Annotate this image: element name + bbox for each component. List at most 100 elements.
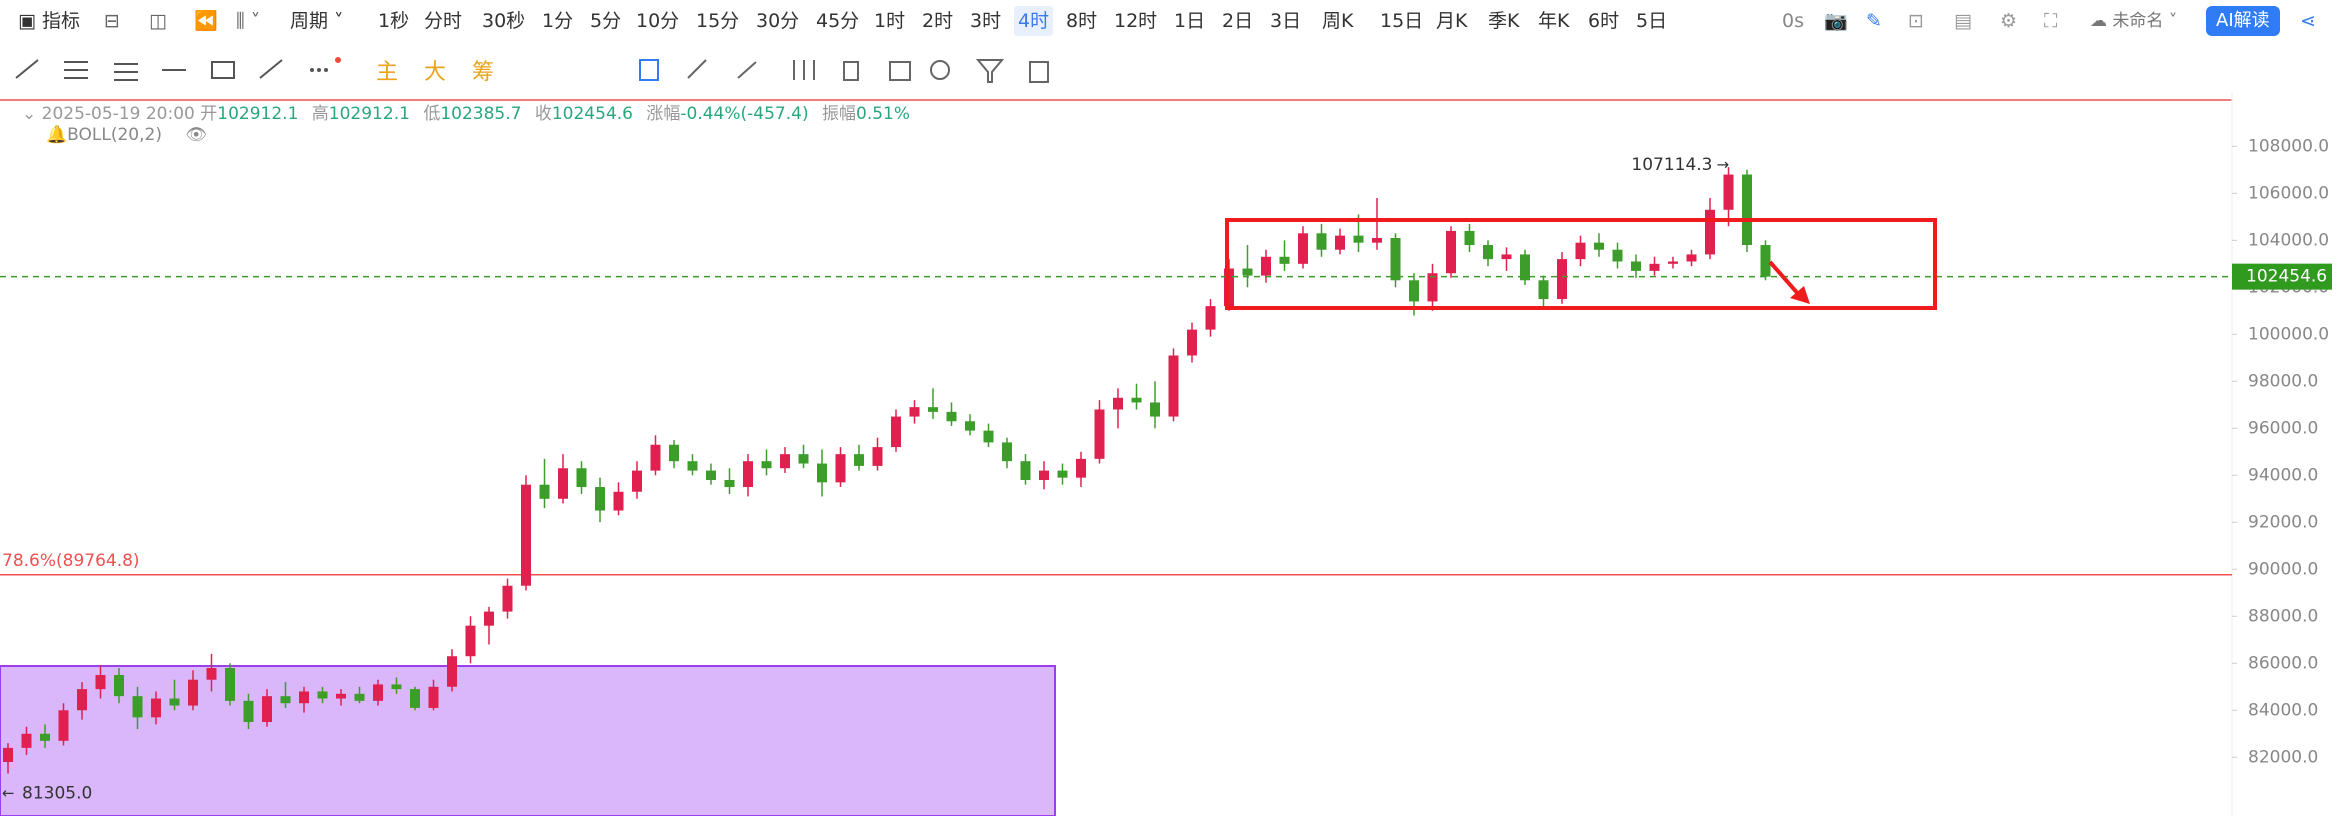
candle-body xyxy=(909,407,920,417)
interval-button[interactable]: 2时 xyxy=(922,10,954,32)
interval-button[interactable]: 月K xyxy=(1436,10,1468,32)
interval-button[interactable]: 1分 xyxy=(542,10,574,32)
candle-body xyxy=(1723,174,1734,210)
interval-button[interactable]: 4时 xyxy=(1014,6,1054,36)
candle-body xyxy=(1686,254,1697,262)
fib-label: 78.6%(89764.8) xyxy=(2,551,140,571)
interval-button[interactable]: 1日 xyxy=(1174,10,1206,32)
interval-button[interactable]: 15日 xyxy=(1380,10,1424,32)
interval-button[interactable]: 5日 xyxy=(1636,10,1668,32)
icon[interactable]: ⊟ xyxy=(104,10,120,32)
candle-body xyxy=(1020,461,1031,480)
interval-button[interactable]: 45分 xyxy=(816,10,860,32)
candle-body xyxy=(798,454,809,464)
min-label: 81305.0 xyxy=(22,784,92,804)
y-tick-label: 96000.0 xyxy=(2248,418,2318,438)
interval-button[interactable]: 6时 xyxy=(1588,10,1620,32)
annotation-arrow xyxy=(1768,260,1802,298)
candle-body xyxy=(262,696,272,723)
y-tick-label: 82000.0 xyxy=(2248,747,2318,767)
interval-button[interactable]: 12时 xyxy=(1114,10,1158,32)
candle-body xyxy=(188,679,198,706)
candle-body xyxy=(1649,263,1660,271)
candle-body xyxy=(447,656,457,687)
interval-button[interactable]: 15分 xyxy=(696,10,740,32)
icon[interactable]: ⛶ xyxy=(2044,10,2058,32)
share-icon[interactable]: ⋖ xyxy=(2300,10,2316,32)
info-label: 振幅 xyxy=(822,104,857,124)
candle-body xyxy=(40,733,50,741)
candle-body xyxy=(521,484,531,586)
candle-body xyxy=(669,444,679,462)
candle-body xyxy=(1575,242,1586,260)
candle-body xyxy=(1094,409,1105,459)
candle-body xyxy=(1742,174,1752,246)
candle-body xyxy=(743,461,753,488)
candle-body xyxy=(1335,235,1345,250)
y-tick-label: 98000.0 xyxy=(2248,371,2318,391)
interval-button[interactable]: 2日 xyxy=(1222,10,1254,32)
ohlc-info: ⌄ 2025-05-19 20:00 开102912.1 高102912.1 低… xyxy=(22,99,918,124)
interval-button[interactable]: 年K xyxy=(1538,10,1570,32)
candle-body xyxy=(1298,233,1308,264)
interval-button[interactable]: 3日 xyxy=(1270,10,1302,32)
hide-icon[interactable]: 👁 xyxy=(185,125,207,145)
candle-body xyxy=(854,454,864,466)
y-tick-label: 84000.0 xyxy=(2248,700,2318,720)
min-arrow: ← xyxy=(2,784,15,802)
y-tick-label: 92000.0 xyxy=(2248,512,2318,532)
candle-body xyxy=(1316,233,1327,250)
arrow-head xyxy=(1790,286,1810,304)
interval-button[interactable]: 1时 xyxy=(874,10,906,32)
icon[interactable]: ◫ xyxy=(149,10,167,32)
y-tick-label: 86000.0 xyxy=(2248,653,2318,673)
indicator-button[interactable]: ▣ 指标 xyxy=(18,10,81,32)
interval-button[interactable]: 30分 xyxy=(756,10,800,32)
last-price-label: 102454.6 xyxy=(2246,267,2327,287)
file-button[interactable]: ☁ 未命名 ˅ xyxy=(2090,11,2178,31)
icon[interactable]: ⚙ xyxy=(2000,10,2018,32)
interval-button[interactable]: 1秒 xyxy=(378,10,410,32)
y-tick-label: 104000.0 xyxy=(2248,230,2329,250)
tool-icons-2 xyxy=(639,59,1049,83)
interval-button[interactable]: 5分 xyxy=(590,10,622,32)
icon[interactable]: ✎ xyxy=(1866,10,1882,32)
collapse-icon[interactable]: ⌄ xyxy=(22,104,37,124)
candle-body xyxy=(1039,470,1049,480)
interval-button[interactable]: 10分 xyxy=(636,10,680,32)
interval-button[interactable]: 30秒 xyxy=(482,10,526,32)
candle-body xyxy=(1353,235,1364,243)
toolbar: ▣ 指标 ⊟ ◫ ⏪ ⫼ ˅ 周期 ˅ 0s 📷 ✎ ⊡ ▤ ⚙ ⛶ ☁ 未命名… xyxy=(0,0,2346,40)
interval-button[interactable]: 3时 xyxy=(970,10,1002,32)
icon[interactable]: ⊡ xyxy=(1908,10,1924,32)
candle-body xyxy=(1668,261,1678,264)
interval-button[interactable]: 8时 xyxy=(1066,10,1098,32)
ai-button[interactable]: AI解读 xyxy=(2206,6,2280,36)
info-value: 0.51% xyxy=(856,104,911,124)
icon[interactable]: ▤ xyxy=(1954,10,1972,32)
overlay-button[interactable]: 大 xyxy=(424,60,447,85)
icon[interactable]: 📷 xyxy=(1824,10,1848,32)
candle-body xyxy=(428,686,439,708)
last-price-box xyxy=(2232,263,2332,290)
candle-body xyxy=(1520,254,1530,281)
interval-button[interactable]: 周K xyxy=(1322,10,1354,32)
interval-button[interactable]: 季K xyxy=(1488,10,1520,32)
overlay-button[interactable]: 筹 xyxy=(472,60,495,85)
icon[interactable]: ⫼ ˅ xyxy=(236,10,261,32)
candle-body xyxy=(1760,245,1771,277)
candle-body xyxy=(391,684,402,690)
icon[interactable]: ⏪ xyxy=(194,10,218,32)
candle-body xyxy=(761,461,772,469)
candle-body xyxy=(1483,245,1493,260)
overlay-button[interactable]: 主 xyxy=(376,60,399,85)
range-box xyxy=(0,665,1056,816)
interval-button[interactable]: 分时 xyxy=(424,10,463,32)
info-label: 开 xyxy=(200,104,218,124)
candle-body xyxy=(1409,280,1419,302)
info-label: 低 xyxy=(423,104,441,124)
period-button[interactable]: 周期 ˅ xyxy=(290,10,344,32)
candle-body xyxy=(687,461,698,471)
candle-body xyxy=(502,585,513,612)
